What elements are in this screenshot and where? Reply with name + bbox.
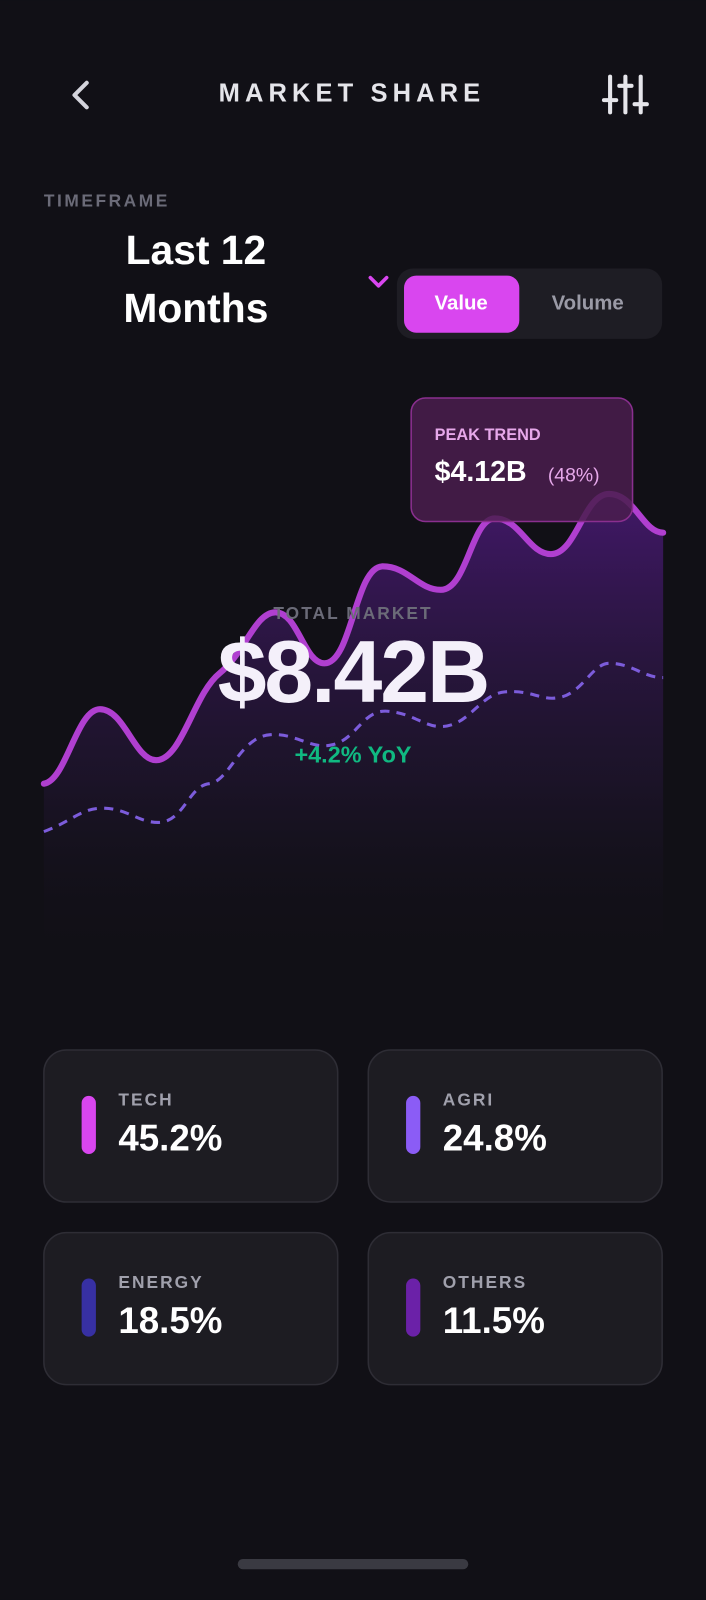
chart-line-secondary (43, 661, 664, 834)
page-title: MARKET SHARE (219, 80, 486, 108)
category-card[interactable] (43, 1049, 339, 1203)
toggle-active[interactable] (404, 275, 520, 333)
timeframe-value[interactable]: Last 12 (126, 227, 267, 273)
chart-area (43, 493, 664, 970)
category-color-bar (81, 1095, 96, 1155)
category-label: OTHERS (443, 1272, 527, 1292)
toggle-option[interactable]: Volume (552, 293, 624, 315)
back-button[interactable] (72, 80, 89, 110)
total-value: $8.42B (218, 623, 489, 721)
category-value: 11.5% (443, 1300, 545, 1341)
category-label: TECH (118, 1090, 173, 1110)
peak-value: $4.12B (435, 456, 527, 488)
filter-button[interactable] (601, 74, 649, 115)
category-card[interactable] (43, 1231, 339, 1386)
timeframe-label: TIMEFRAME (44, 191, 170, 211)
chart-line-primary (40, 490, 667, 787)
category-color-bar (406, 1278, 421, 1337)
category-color-bar (406, 1095, 421, 1155)
category-value: 18.5% (118, 1300, 222, 1341)
category-value: 45.2% (118, 1117, 222, 1158)
category-color-bar (81, 1278, 96, 1337)
category-label: ENERGY (118, 1272, 203, 1292)
total-change: +4.2% YoY (294, 741, 411, 767)
peak-tooltip (410, 397, 634, 523)
category-card[interactable] (367, 1231, 663, 1386)
peak-label: PEAK TREND (435, 426, 541, 444)
toggle-option[interactable]: Value (435, 293, 488, 315)
category-card[interactable] (367, 1049, 663, 1203)
peak-share: (48%) (548, 465, 600, 487)
total-label: TOTAL MARKET (273, 603, 432, 623)
home-indicator (237, 1559, 469, 1570)
category-value: 24.8% (443, 1117, 547, 1158)
dropdown-chevron[interactable] (368, 275, 389, 288)
timeframe-value[interactable]: Months (123, 285, 268, 331)
category-label: AGRI (443, 1090, 494, 1110)
category-cards: TECH 45.2% AGRI 24.8% ENERGY 18.5% OTHERS 11.5% (43, 1049, 663, 1386)
